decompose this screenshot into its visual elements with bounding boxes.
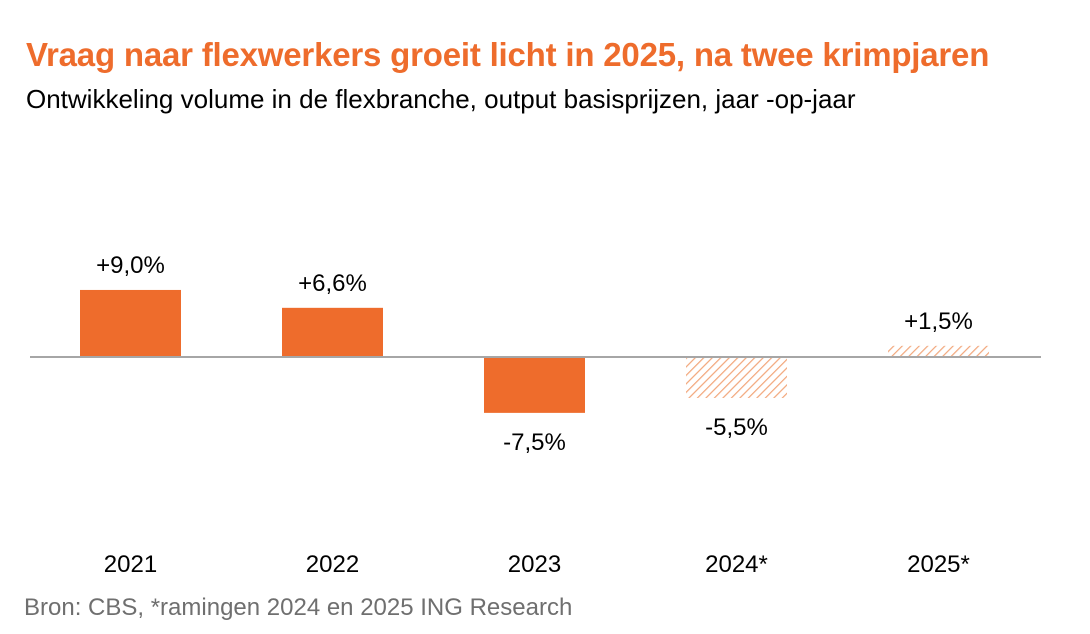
x-tick-label: 2021 (104, 551, 157, 578)
source-note: Bron: CBS, *ramingen 2024 en 2025 ING Re… (24, 594, 573, 621)
bar-2024-estimate (686, 357, 787, 398)
value-label: +9,0% (96, 252, 165, 279)
chart-subtitle: Ontwikkeling volume in de flexbranche, o… (26, 84, 856, 114)
x-tick-label: 2022 (306, 551, 359, 578)
value-label: +6,6% (298, 270, 367, 297)
x-tick-label: 2024* (705, 551, 768, 578)
bar-2025-estimate (888, 345, 989, 357)
value-label: +1,5% (904, 308, 973, 335)
x-tick-label: 2025* (907, 551, 970, 578)
x-tick-label: 2023 (508, 551, 561, 578)
bar-2022 (282, 307, 383, 357)
bar-2021 (80, 289, 181, 357)
chart-title: Vraag naar flexwerkers groeit licht in 2… (26, 36, 990, 73)
value-label: -5,5% (705, 414, 768, 441)
bar-2023 (484, 357, 585, 413)
value-label: -7,5% (503, 429, 566, 456)
